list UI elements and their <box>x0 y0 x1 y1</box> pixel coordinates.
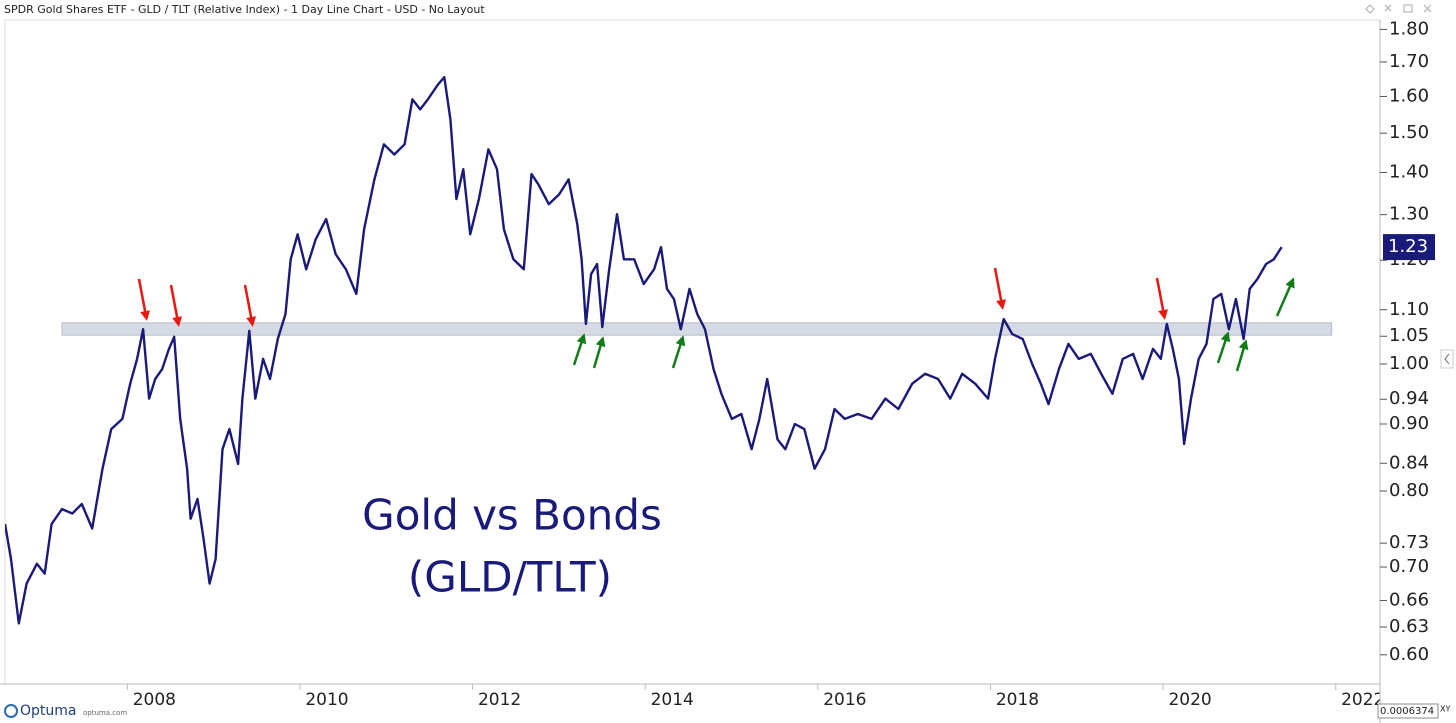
y-axis-panel <box>1380 20 1456 723</box>
x-tick-label: 2010 <box>305 690 348 710</box>
header <box>0 0 1456 20</box>
y-tick-label: 1.00 <box>1389 353 1429 374</box>
cursor-value: 0.0006374 <box>1380 706 1434 717</box>
brand: Optuma <box>20 703 77 719</box>
last-value-label: 1.23 <box>1388 236 1428 257</box>
cursor-mode: XY <box>1440 705 1450 714</box>
y-tick-label: 0.63 <box>1389 616 1429 637</box>
y-tick-label: 1.80 <box>1389 18 1429 39</box>
y-tick-label: 0.60 <box>1389 644 1429 665</box>
last-value-box <box>1383 234 1435 261</box>
x-tick-label: 2018 <box>996 690 1039 710</box>
x-tick-label: 2020 <box>1168 690 1211 710</box>
x-tick-label: 2008 <box>133 690 176 710</box>
scroll-handle[interactable] <box>1440 349 1454 369</box>
reference-band <box>61 322 1333 336</box>
y-tick-label: 0.73 <box>1389 532 1429 553</box>
y-tick-label: 0.66 <box>1389 590 1429 611</box>
green-arrows <box>572 277 1295 372</box>
y-tick-label: 1.30 <box>1389 204 1429 225</box>
series-line <box>5 76 1283 625</box>
x-tick-label: 2016 <box>823 690 866 710</box>
y-tick-label: 0.84 <box>1389 452 1429 473</box>
y-tick-label: 1.70 <box>1389 51 1429 72</box>
annotation: (GLD/TLT) <box>408 553 612 602</box>
y-tick-label: 0.90 <box>1389 413 1429 434</box>
x-tick-label: 2022 <box>1341 690 1384 710</box>
y-tick-label: 1.60 <box>1389 85 1429 106</box>
window-icons <box>1365 4 1432 14</box>
y-tick-label: 0.94 <box>1389 388 1429 409</box>
chart-title: SPDR Gold Shares ETF - GLD / TLT (Relati… <box>4 3 485 16</box>
y-tick-label: 1.05 <box>1389 325 1429 346</box>
x-tick-label: 2012 <box>478 690 521 710</box>
y-tick-label: 0.70 <box>1389 556 1429 577</box>
logo-icon <box>4 704 18 718</box>
y-tick-label: 1.40 <box>1389 161 1429 182</box>
y-tick-label: 1.10 <box>1389 299 1429 320</box>
cursor-box <box>1377 703 1439 719</box>
x-axis-panel <box>0 684 1380 723</box>
scroll-icon <box>1444 353 1450 365</box>
brand-url: optuma.com <box>83 709 127 717</box>
red-arrows <box>137 267 1168 327</box>
y-tick-label: 1.50 <box>1389 122 1429 143</box>
x-tick-label: 2014 <box>651 690 694 710</box>
annotation: Gold vs Bonds <box>362 491 662 540</box>
y-tick-label: 0.80 <box>1389 480 1429 501</box>
